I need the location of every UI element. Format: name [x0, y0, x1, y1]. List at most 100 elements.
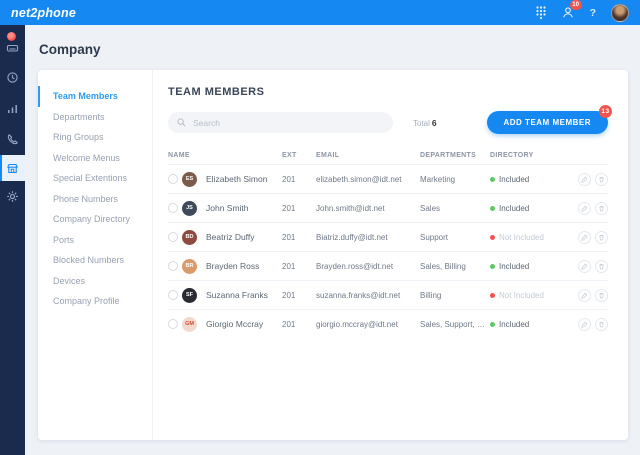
delete-button[interactable] [595, 230, 608, 244]
avatar: JS [182, 200, 197, 216]
member-email: suzanna.franks@idt.net [316, 290, 401, 300]
member-departments: Sales [420, 203, 441, 213]
delete-button[interactable] [595, 259, 608, 273]
row-checkbox[interactable] [168, 261, 178, 271]
table-header-row: NAME EXT EMAIL DEPARTMENTS DIRECTORY [168, 146, 608, 164]
page-title: Company [39, 42, 101, 57]
row-actions [578, 317, 608, 331]
table-body: ES Elizabeth Simon 201 elizabeth.simon@i… [168, 164, 608, 338]
row-checkbox[interactable] [168, 290, 178, 300]
row-actions [578, 288, 608, 302]
company-menu-item[interactable]: Ports [53, 234, 75, 245]
row-actions [578, 259, 608, 273]
member-name: Elizabeth Simon [206, 174, 268, 184]
directory-status: Included [490, 204, 574, 213]
phone-icon [7, 134, 18, 145]
rail-notification-badge [7, 32, 16, 41]
search-box[interactable] [168, 112, 393, 133]
edit-pencil-icon [581, 292, 588, 299]
member-name: John Smith [206, 203, 249, 213]
member-departments: Sales, Billing [420, 261, 466, 271]
add-team-member-button[interactable]: ADD TEAM MEMBER 13 [486, 105, 612, 134]
directory-status: Included [490, 262, 574, 271]
company-menu-item[interactable]: Welcome Menus [53, 152, 120, 163]
dialpad-icon[interactable] [535, 6, 546, 19]
row-actions [578, 172, 608, 186]
member-name: Suzanna Franks [206, 290, 268, 300]
company-menu-item[interactable]: Special Extentions [53, 173, 128, 183]
user-avatar[interactable] [611, 3, 629, 22]
table-row[interactable]: JS John Smith 201 John.smith@idt.net Sal… [168, 193, 608, 222]
help-icon[interactable]: ? [589, 6, 596, 19]
table-row[interactable]: BR Brayden Ross 201 Brayden.ross@idt.net… [168, 251, 608, 280]
member-name: Brayden Ross [206, 261, 260, 271]
edit-button[interactable] [578, 230, 591, 244]
main-area: Company Team Members Departments Ring Gr… [25, 25, 640, 455]
company-menu-item[interactable]: Departments [53, 111, 105, 122]
table-row[interactable]: SF Suzanna Franks 201 suzanna.franks@idt… [168, 280, 608, 309]
row-checkbox[interactable] [168, 174, 178, 184]
total-count: Total 6 [413, 117, 437, 128]
company-menu-item[interactable]: Ring Groups [53, 132, 104, 142]
table-row[interactable]: BD Beatriz Duffy 201 Biatriz.duffy@idt.n… [168, 222, 608, 251]
support-chat-icon[interactable]: 10 [561, 0, 582, 19]
delete-button[interactable] [595, 288, 608, 302]
member-departments: Sales, Support, Bil... [420, 319, 490, 329]
rail-calls-item[interactable] [0, 124, 25, 155]
delete-button[interactable] [595, 317, 608, 331]
directory-status-dot [490, 321, 495, 327]
section-heading: TEAM MEMBERS [168, 86, 265, 98]
directory-status-dot [490, 292, 495, 298]
company-menu-item[interactable]: Phone Numbers [53, 193, 119, 204]
column-header-name: NAME [168, 151, 190, 159]
rail-voicemail-item[interactable] [0, 31, 25, 62]
member-ext: 201 [282, 290, 296, 300]
member-ext: 201 [282, 203, 296, 213]
company-icon [7, 163, 18, 173]
delete-trash-icon [599, 176, 604, 182]
voicemail-icon [6, 44, 19, 52]
column-header-departments: DEPARTMENTS [420, 151, 477, 159]
delete-trash-icon [599, 263, 604, 269]
rail-company-item[interactable] [0, 155, 25, 181]
directory-status-dot [490, 234, 495, 240]
table-row[interactable]: ES Elizabeth Simon 201 elizabeth.simon@i… [168, 164, 608, 193]
avatar: BR [182, 258, 197, 274]
member-email: John.smith@idt.net [316, 203, 385, 213]
table-row[interactable]: GM Giorgio Mccray 201 giorgio.mccray@idt… [168, 309, 608, 338]
net2phone-logo: net2phone [11, 5, 76, 20]
member-ext: 201 [282, 319, 296, 329]
edit-button[interactable] [578, 317, 591, 331]
edit-pencil-icon [581, 234, 588, 241]
delete-trash-icon [599, 234, 604, 240]
company-menu-item[interactable]: Blocked Numbers [53, 255, 125, 265]
delete-trash-icon [599, 205, 604, 211]
company-card: Team Members Departments Ring Groups Wel… [38, 70, 628, 440]
delete-button[interactable] [595, 201, 608, 215]
rail-recents-item[interactable] [0, 62, 25, 93]
company-menu-item[interactable]: Company Directory [53, 214, 131, 224]
member-email: elizabeth.simon@idt.net [316, 174, 402, 184]
directory-status: Not Included [490, 233, 574, 242]
company-menu-item[interactable]: Company Profile [53, 296, 120, 306]
edit-button[interactable] [578, 259, 591, 273]
edit-button[interactable] [578, 201, 591, 215]
row-checkbox[interactable] [168, 319, 178, 329]
member-email: giorgio.mccray@idt.net [316, 319, 398, 329]
rail-analytics-item[interactable] [0, 93, 25, 124]
company-menu-item[interactable]: Team Members [38, 86, 152, 107]
search-input[interactable] [191, 116, 384, 129]
company-sub-nav: Team Members Departments Ring Groups Wel… [38, 70, 153, 440]
edit-button[interactable] [578, 288, 591, 302]
edit-button[interactable] [578, 172, 591, 186]
delete-button[interactable] [595, 172, 608, 186]
row-checkbox[interactable] [168, 232, 178, 242]
rail-settings-item[interactable] [0, 181, 25, 212]
company-menu-item[interactable]: Devices [53, 275, 86, 286]
column-header-email: EMAIL [316, 151, 340, 159]
search-icon [177, 118, 186, 127]
company-menu: Team Members Departments Ring Groups Wel… [38, 86, 152, 312]
avatar: GM [182, 316, 197, 332]
row-checkbox[interactable] [168, 203, 178, 213]
member-email: Biatriz.duffy@idt.net [316, 232, 388, 242]
